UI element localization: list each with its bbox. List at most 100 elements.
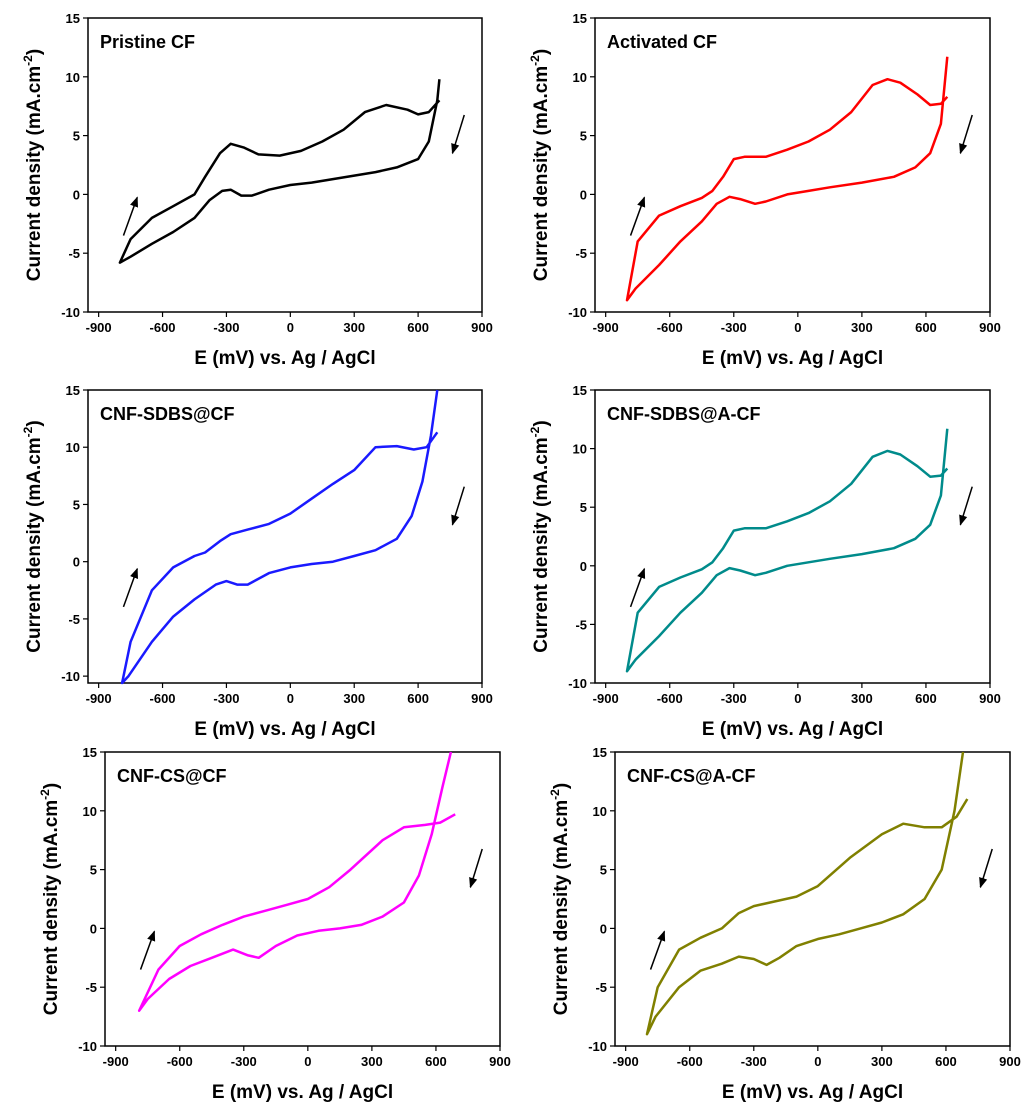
y-tick-label: 15 <box>573 383 587 398</box>
x-axis-title: E (mV) vs. Ag / AgCl <box>194 348 375 369</box>
plot-frame <box>104 751 501 1047</box>
x-tick-label: -900 <box>86 691 112 706</box>
y-tick-label: -10 <box>78 1039 97 1054</box>
y-axis-title-text: Current density (mA.cm <box>24 66 45 281</box>
x-tick-label: 600 <box>407 320 429 335</box>
y-tick-label: 10 <box>66 440 80 455</box>
scan-arrow <box>959 114 973 155</box>
x-tick-label: -600 <box>150 691 176 706</box>
y-tick-label: 0 <box>580 187 587 202</box>
x-tick-label: 300 <box>343 320 365 335</box>
scan-arrow <box>469 848 483 889</box>
x-tick-label: 600 <box>935 1054 957 1069</box>
y-tick-label: 5 <box>600 863 607 878</box>
y-axis-title: Current density (mA.cm-2) <box>548 783 572 1015</box>
plot-frame <box>614 751 1011 1047</box>
y-axis-title: Current density (mA.cm-2) <box>38 783 62 1015</box>
x-tick-label: 900 <box>471 320 493 335</box>
x-tick-label: 600 <box>915 320 937 335</box>
x-tick-label: 0 <box>814 1054 821 1069</box>
y-axis-title-sup: -2 <box>528 426 542 437</box>
cv-curve <box>137 751 456 1012</box>
x-tick-label: -300 <box>721 320 747 335</box>
plot-frame <box>594 389 991 684</box>
cv-curve <box>625 56 949 302</box>
x-axis-title: E (mV) vs. Ag / AgCl <box>722 1082 903 1103</box>
y-tick-label: 10 <box>573 442 587 457</box>
sample-label: CNF-SDBS@A-CF <box>607 404 761 424</box>
y-tick-label: -5 <box>68 246 80 261</box>
y-tick-label: 0 <box>90 921 97 936</box>
scan-arrow <box>139 930 156 970</box>
x-tick-label: 600 <box>425 1054 447 1069</box>
y-tick-label: 5 <box>73 129 80 144</box>
x-tick-label: 0 <box>287 320 294 335</box>
cv-curve <box>118 79 441 264</box>
y-tick-label: 15 <box>83 745 97 760</box>
y-tick-label: -10 <box>568 676 587 691</box>
y-axis-title: Current density (mA.cm-2) <box>21 49 45 281</box>
sample-label: CNF-CS@CF <box>117 766 227 786</box>
y-tick-label: 10 <box>83 804 97 819</box>
x-tick-label: 0 <box>287 691 294 706</box>
y-axis-title-text: Current density (mA.cm <box>24 437 45 652</box>
x-tick-label: 300 <box>361 1054 383 1069</box>
cv-curve <box>645 751 969 1036</box>
scan-arrow <box>122 567 138 608</box>
x-tick-label: 600 <box>407 691 429 706</box>
scan-arrow <box>649 930 666 970</box>
y-tick-label: 15 <box>573 11 587 26</box>
scan-arrow <box>451 486 465 526</box>
cv-curve <box>625 428 949 673</box>
y-tick-label: -5 <box>575 617 587 632</box>
x-tick-label: 900 <box>979 320 1001 335</box>
y-axis-title-end: ) <box>531 420 552 426</box>
panel: -900 -600 -300 0 300 600 900 -10 -5 0 5 10 15 E (mV) … <box>548 745 1021 1103</box>
x-tick-label: -600 <box>167 1054 193 1069</box>
y-axis-title-text: Current density (mA.cm <box>41 800 62 1015</box>
y-axis-title-sup: -2 <box>548 789 562 800</box>
x-axis-title: E (mV) vs. Ag / AgCl <box>702 348 883 369</box>
sample-label: Pristine CF <box>100 32 195 52</box>
x-tick-label: 300 <box>871 1054 893 1069</box>
y-tick-label: -5 <box>595 980 607 995</box>
panel: -900 -600 -300 0 300 600 900 -10 -5 0 5 10 15 E (mV) … <box>528 383 1001 740</box>
y-tick-label: -5 <box>85 980 97 995</box>
x-tick-label: -900 <box>593 691 619 706</box>
x-tick-label: 0 <box>794 691 801 706</box>
y-tick-label: 5 <box>580 500 587 515</box>
sample-label: CNF-SDBS@CF <box>100 404 235 424</box>
y-tick-label: 15 <box>593 745 607 760</box>
y-tick-label: -5 <box>575 246 587 261</box>
y-tick-label: 0 <box>73 187 80 202</box>
y-axis-title-text: Current density (mA.cm <box>551 800 572 1015</box>
scan-arrow <box>959 486 973 526</box>
y-tick-label: 0 <box>73 555 80 570</box>
x-tick-label: -900 <box>103 1054 129 1069</box>
y-axis-title-text: Current density (mA.cm <box>531 437 552 652</box>
y-tick-label: -10 <box>61 305 80 320</box>
x-tick-label: 900 <box>489 1054 511 1069</box>
y-axis-title-text: Current density (mA.cm <box>531 66 552 281</box>
x-tick-label: -600 <box>657 320 683 335</box>
x-tick-label: 300 <box>343 691 365 706</box>
x-tick-label: -600 <box>150 320 176 335</box>
plot-frame <box>87 389 483 684</box>
x-tick-label: 0 <box>304 1054 311 1069</box>
y-tick-label: 0 <box>600 921 607 936</box>
x-tick-label: 600 <box>915 691 937 706</box>
y-tick-label: -10 <box>568 305 587 320</box>
y-tick-label: 10 <box>593 804 607 819</box>
plot-frame <box>594 17 991 313</box>
x-tick-label: 0 <box>794 320 801 335</box>
x-tick-label: -300 <box>231 1054 257 1069</box>
y-tick-label: 5 <box>90 863 97 878</box>
x-tick-label: -900 <box>613 1054 639 1069</box>
y-tick-label: 10 <box>66 70 80 85</box>
x-axis-title: E (mV) vs. Ag / AgCl <box>194 719 375 740</box>
x-tick-label: 900 <box>979 691 1001 706</box>
y-axis-title-end: ) <box>24 420 45 426</box>
x-tick-label: -600 <box>657 691 683 706</box>
y-tick-label: -10 <box>61 669 80 684</box>
